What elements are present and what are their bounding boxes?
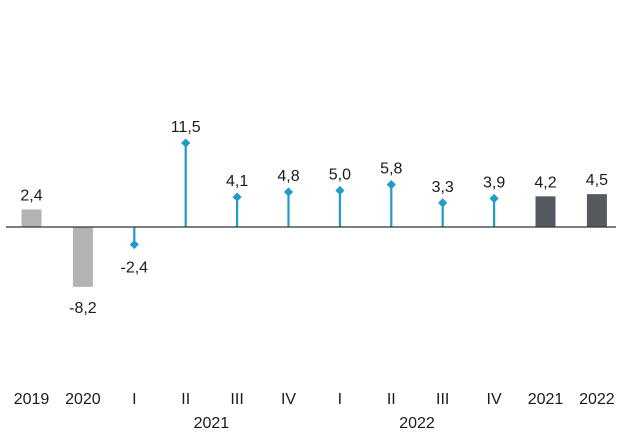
value-label-5: 4,8 bbox=[277, 168, 299, 185]
value-label-1: -8,2 bbox=[69, 300, 97, 317]
chart-marks bbox=[21, 138, 607, 287]
group-label-2021: 2021 bbox=[194, 415, 230, 432]
category-label-1: 2020 bbox=[65, 391, 101, 408]
value-label-6: 5,0 bbox=[329, 167, 351, 184]
lollipop-point-7 bbox=[386, 180, 396, 190]
category-label-2: I bbox=[132, 391, 136, 408]
value-label-2: -2,4 bbox=[121, 260, 149, 277]
category-label-5: IV bbox=[281, 391, 296, 408]
value-label-11: 4,5 bbox=[586, 172, 608, 189]
category-labels: 2019 2020 I II III IV I II III IV 2021 2022 bbox=[14, 391, 615, 408]
category-label-10: 2021 bbox=[528, 391, 564, 408]
lollipop-point-4 bbox=[232, 192, 242, 202]
lollipop-point-2 bbox=[129, 239, 139, 250]
bar-2021-10 bbox=[535, 196, 556, 227]
category-label-11: 2022 bbox=[579, 391, 615, 408]
value-label-7: 5,8 bbox=[380, 161, 402, 178]
value-label-4: 4,1 bbox=[226, 173, 248, 190]
value-label-10: 4,2 bbox=[534, 174, 556, 191]
lollipop-point-6 bbox=[335, 185, 345, 196]
category-label-4: III bbox=[230, 391, 243, 408]
value-labels: 2,4 -8,2 -2,4 11,5 4,1 4,8 5,0 5,8 3,3 3,9 4,2 4,5 bbox=[20, 119, 608, 317]
lollipop-point-3 bbox=[181, 138, 191, 148]
bar-2019-0 bbox=[21, 209, 42, 227]
bar-2022-11 bbox=[586, 194, 607, 227]
category-label-7: II bbox=[387, 391, 396, 408]
category-label-9: IV bbox=[487, 391, 502, 408]
bar-2020-1 bbox=[72, 227, 93, 287]
category-label-0: 2019 bbox=[14, 391, 50, 408]
group-labels: 2021 2022 bbox=[194, 415, 435, 432]
category-label-3: II bbox=[181, 391, 190, 408]
lollipop-point-5 bbox=[283, 187, 294, 197]
group-label-2022: 2022 bbox=[399, 415, 435, 432]
value-label-3: 11,5 bbox=[171, 119, 201, 136]
category-label-6: I bbox=[338, 391, 342, 408]
value-label-0: 2,4 bbox=[20, 187, 42, 204]
lollipop-point-8 bbox=[438, 198, 448, 208]
value-label-9: 3,9 bbox=[483, 175, 505, 192]
category-label-8: III bbox=[436, 391, 449, 408]
value-label-8: 3,3 bbox=[432, 179, 454, 196]
lollipop-point-9 bbox=[489, 193, 499, 204]
